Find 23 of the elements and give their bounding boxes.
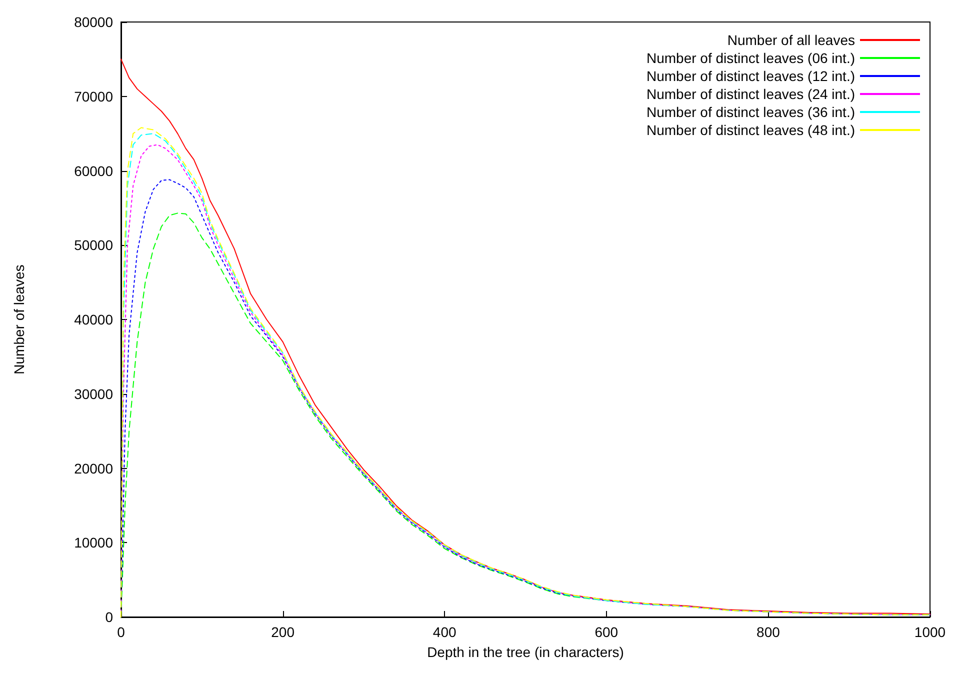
x-tick-label: 600 xyxy=(594,624,618,640)
y-tick-label: 40000 xyxy=(74,312,114,328)
legend-label: Number of distinct leaves (24 int.) xyxy=(646,86,855,102)
y-axis-title: Number of leaves xyxy=(11,264,27,374)
x-axis-title: Depth in the tree (in characters) xyxy=(427,644,624,660)
y-tick-label: 20000 xyxy=(74,460,114,476)
x-tick-label: 1000 xyxy=(914,624,946,640)
y-tick-label: 80000 xyxy=(74,14,114,30)
x-tick-label: 400 xyxy=(432,624,456,640)
x-tick-label: 200 xyxy=(271,624,295,640)
x-tick-label: 800 xyxy=(756,624,780,640)
legend-label: Number of distinct leaves (48 int.) xyxy=(646,122,855,138)
y-tick-label: 60000 xyxy=(74,162,114,179)
y-tick-label: 30000 xyxy=(74,386,114,402)
legend-label: Number of all leaves xyxy=(727,32,855,48)
legend-label: Number of distinct leaves (06 int.) xyxy=(646,50,855,66)
legend-label: Number of distinct leaves (12 int.) xyxy=(646,68,855,84)
x-tick-label: 0 xyxy=(117,624,126,640)
y-tick-label: 0 xyxy=(105,609,114,625)
legend-label: Number of distinct leaves (36 int.) xyxy=(646,104,855,120)
y-tick-label: 70000 xyxy=(74,88,114,104)
y-tick-label: 50000 xyxy=(74,237,114,254)
y-tick-label: 10000 xyxy=(74,534,114,551)
